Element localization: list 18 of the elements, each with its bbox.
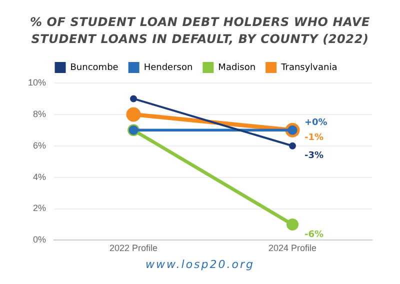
text: www.losp20.org <box>144 258 256 271</box>
annotation: -3% <box>304 151 324 162</box>
x-tick-label: 2024 Profile <box>268 243 317 254</box>
y-tick-label: 2% <box>33 203 46 214</box>
y-tick-label: 4% <box>33 172 46 182</box>
chart-title: % OF STUDENT LOAN DEBT HOLDERS WHO HAVE STUDENT LOANS IN DEFAULT, BY COUNTY (2022) <box>29 14 371 48</box>
y-tick-label: 0% <box>33 234 46 245</box>
legend-label: Madison <box>218 62 256 73</box>
legend-label: Transylvania <box>280 62 338 73</box>
y-tick-label: 8% <box>33 108 46 119</box>
annotation: -1% <box>304 133 324 144</box>
x-tick-label: 2022 Profile <box>109 243 158 254</box>
y-tick-label: 10% <box>28 77 46 88</box>
annotation: +0% <box>304 118 328 128</box>
y-tick-label: 6% <box>33 140 46 150</box>
legend-label: Henderson <box>144 62 193 73</box>
annotation: -6% <box>304 230 324 240</box>
legend-label: Buncombe <box>70 62 119 73</box>
